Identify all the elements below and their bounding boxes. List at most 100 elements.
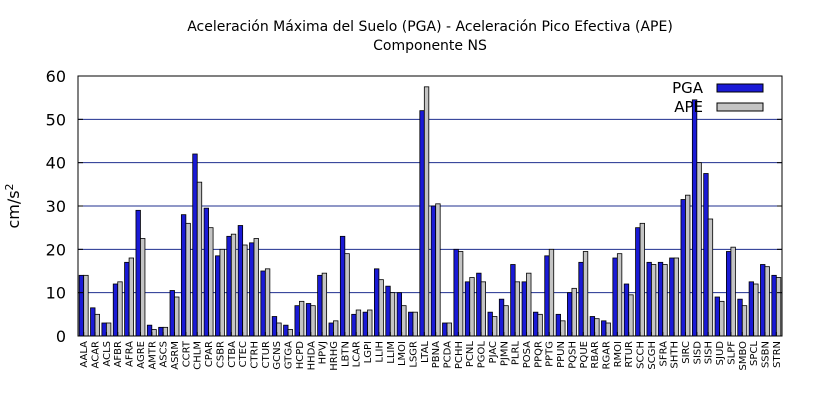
bar-ape-gtga [287,329,293,337]
bar-pga-ascs [158,326,164,337]
x-tick-label: SFRA [658,341,669,367]
x-tick-label: SCCH [636,341,647,369]
bar-ape-posa [526,272,532,337]
bar-ape-lsgr [412,311,418,337]
bar-pga-slpf [726,251,732,337]
bar-ape-ctba [230,233,237,337]
bar-pga-sish [703,173,709,337]
bar-ape-smbo [741,305,748,337]
bar-pga-ltal [419,110,425,337]
x-tick-label: RMOI [613,341,624,367]
bar-ape-rbar [594,318,600,337]
bar-ape-shth [673,257,680,337]
y-tick-label: 0 [56,327,66,346]
bar-pga-lbtn [339,235,346,337]
x-tick-label: LGPI [363,341,374,363]
bar-pga-cpar [203,207,209,337]
bar-ape-lbtn [344,253,350,337]
bar-ape-ctrh [253,238,259,337]
bar-ape-pcda [446,322,452,337]
bar-pga-ctur [260,270,266,337]
bar-pga-ctrh [249,242,255,337]
x-tick-label: LTAL [420,341,431,363]
x-tick-label: PBNA [431,341,442,368]
bar-ape-sirc [685,194,691,337]
bar-pga-hhda [305,303,312,337]
bar-pga-lsgr [408,311,414,337]
bar-pga-lcar [351,313,357,337]
bar-pga-pbna [430,205,437,337]
bar-pga-sirc [680,199,686,337]
bar-ape-hrhg [333,320,339,337]
x-tick-label: CTEC [238,341,249,367]
x-tick-label: SISD [692,341,703,365]
x-tick-label: PPTG [545,341,556,367]
y-tick-labels: 0 10 20 30 40 50 60 [46,67,66,346]
x-tick-label: SMBO [738,341,749,371]
x-tick-label: CCRT [181,340,192,367]
bar-pga-pptg [544,255,550,337]
bar-pga-pque [578,261,584,337]
y-axis-label: cm/s2 [3,183,23,228]
x-tick-label: CSBR [215,341,226,368]
x-tick-label: PQUE [579,341,590,369]
x-tick-label: LBTN [340,341,351,367]
bar-ape-pjac [492,316,498,337]
bar-pga-sisd [691,99,698,337]
bar-pga-pgol [476,272,482,337]
x-tick-label: CPAR [204,341,215,367]
x-tick-label: AMTR [147,341,158,370]
legend-swatch-pga [716,83,764,93]
bar-pga-sfra [657,261,664,337]
bar-pga-pcda [442,322,448,337]
bar-pga-chlm [192,153,198,337]
bar-ape-slpf [730,246,736,337]
bar-pga-ppun [555,313,561,337]
x-tick-label: LSGR [408,341,419,368]
x-tick-label: SSBN [760,341,771,368]
bar-ape-lmoi [401,305,407,337]
bar-pga-amtr [146,324,153,337]
bar-pga-ssbn [760,264,766,337]
bar-ape-pque [582,251,589,337]
y-axis-label-exponent: 2 [3,183,16,190]
x-tick-label: PCNL [465,341,476,367]
bar-ape-lgpi [367,309,373,337]
x-tick-label: LLIM [386,341,397,364]
bar-pga-scgh [646,261,652,337]
x-tick-label: SHTH [670,341,681,369]
chart-title: Aceleración Máxima del Suelo (PGA) - Ace… [187,19,673,35]
x-tick-label: PPQR [533,341,544,368]
bar-ape-spcl [753,283,759,337]
bar-pga-rgar [601,320,607,337]
bar-pga-gcns [271,316,278,337]
bar-pga-plrl [510,264,516,337]
bar-pga-ctec [237,225,244,337]
bar-pga-aala [78,274,85,337]
bar-ape-llim [389,292,396,337]
x-tick-label: RGAR [602,341,613,370]
x-tick-label: LLIH [374,341,385,363]
bar-pga-afbr [112,283,119,337]
x-tick-label: RTUR [624,341,635,368]
bar-pga-smbo [737,298,743,337]
y-tick-label: 60 [46,67,66,86]
bar-ape-ppun [560,320,566,337]
bar-pga-lmoi [396,292,403,337]
bar-ape-pptg [548,248,555,337]
bar-ape-afra [128,257,135,337]
bar-ape-ascs [162,326,169,337]
x-tick-labels: AALA ACAR ACLS AFBR AFRA AGRE AMTR ASCS ASRM CCRT… [79,340,783,371]
y-tick-label: 30 [46,197,66,216]
bar-pga-rmoi [612,257,618,337]
bar-pga-pqsh [567,292,573,337]
x-tick-label: ASCS [159,341,170,368]
bar-ape-rtur [628,294,634,337]
y-tick-label: 20 [46,240,66,259]
bar-ape-aala [83,274,89,337]
bar-ape-hcpd [299,300,305,337]
x-tick-label: SPCL [749,341,760,366]
bar-pga-hcpd [294,305,300,337]
bar-ape-chlm [196,181,203,337]
